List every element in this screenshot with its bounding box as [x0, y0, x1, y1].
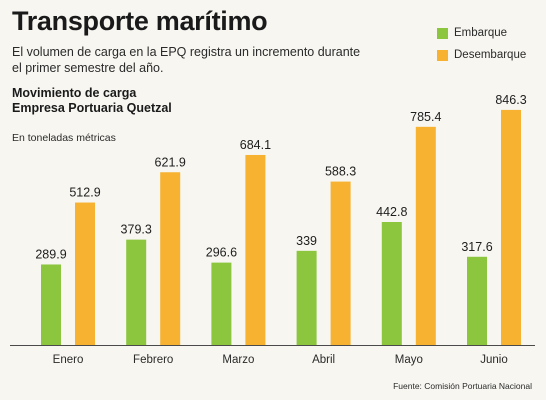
bar-embarque-marzo: [211, 262, 232, 345]
category-label-enero: Enero: [53, 354, 84, 366]
bar-desembarque-febrero: [160, 172, 181, 345]
data-label-embarque-junio: 317.6: [461, 240, 492, 254]
source-note: Fuente: Comisión Portuaria Nacional: [393, 381, 532, 391]
data-label-embarque-enero: 289.9: [35, 247, 66, 261]
bar-desembarque-mayo: [415, 126, 436, 345]
category-label-junio: Junio: [480, 354, 508, 366]
bar-desembarque-abril: [330, 181, 351, 345]
category-label-marzo: Marzo: [222, 354, 254, 366]
data-label-desembarque-febrero: 621.9: [155, 155, 186, 169]
data-label-desembarque-enero: 512.9: [69, 186, 100, 200]
legend-label-embarque: Embarque: [454, 27, 508, 39]
chart-title-line-2: Empresa Portuaria Quetzal: [12, 101, 172, 115]
bar-embarque-junio: [467, 256, 487, 345]
data-label-desembarque-mayo: 785.4: [410, 110, 441, 124]
category-label-febrero: Febrero: [133, 354, 173, 366]
chart-title: Movimiento de carga Empresa Portuaria Qu…: [12, 86, 172, 116]
data-label-desembarque-abril: 588.3: [325, 165, 356, 179]
legend-item-embarque: Embarque: [437, 22, 526, 44]
unit-label: En toneladas métricas: [12, 132, 116, 144]
legend: Embarque Desembarque: [437, 22, 526, 66]
bar-embarque-mayo: [381, 222, 402, 345]
bar-desembarque-junio: [501, 109, 521, 346]
bar-desembarque-enero: [75, 202, 95, 345]
legend-swatch-desembarque: [437, 49, 448, 61]
data-label-embarque-marzo: 296.6: [206, 246, 237, 260]
legend-item-desembarque: Desembarque: [437, 44, 526, 66]
bar-desembarque-marzo: [245, 154, 266, 345]
data-label-embarque-febrero: 379.3: [121, 223, 152, 237]
category-label-abril: Abril: [312, 354, 335, 366]
category-label-mayo: Mayo: [395, 354, 423, 366]
page-subtitle: El volumen de carga en la EPQ registra u…: [12, 45, 361, 75]
page-title: Transporte marítimo: [12, 6, 268, 36]
data-label-desembarque-junio: 846.3: [495, 93, 526, 107]
data-label-embarque-abril: 339: [296, 234, 317, 248]
bar-embarque-enero: [41, 264, 61, 345]
data-label-embarque-mayo: 442.8: [376, 205, 407, 219]
bar-embarque-abril: [296, 250, 317, 345]
bar-embarque-febrero: [126, 239, 147, 345]
data-label-desembarque-marzo: 684.1: [240, 138, 271, 152]
legend-swatch-embarque: [437, 27, 448, 39]
chart-title-line-1: Movimiento de carga: [12, 86, 137, 100]
legend-label-desembarque: Desembarque: [454, 49, 527, 61]
